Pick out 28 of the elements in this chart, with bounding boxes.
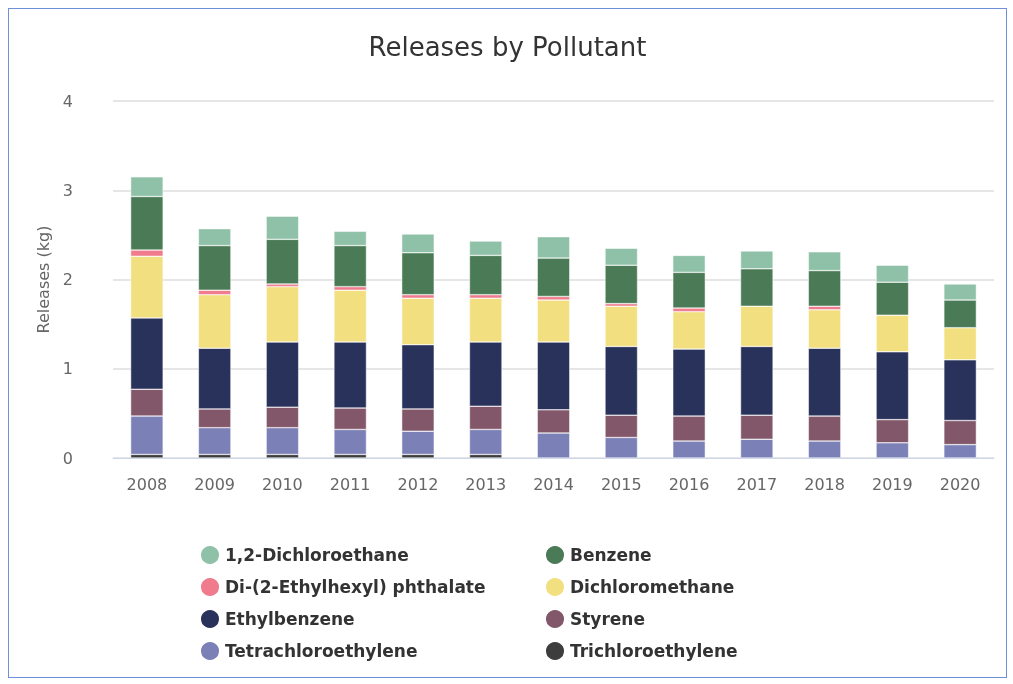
y-tick-label: 1 <box>62 359 73 379</box>
legend-label: Tetrachloroethylene <box>225 641 418 661</box>
legend-label: 1,2-Dichloroethane <box>225 545 409 565</box>
x-tick-label: 2015 <box>600 474 642 494</box>
x-tick-label: 2019 <box>871 474 913 494</box>
x-tick-label: 2010 <box>262 474 303 494</box>
x-tick-label: 2018 <box>804 474 845 494</box>
x-tick-label: 2008 <box>126 474 168 494</box>
x-tick-label: 2011 <box>329 474 371 494</box>
x-tick-label: 2017 <box>736 474 778 494</box>
x-tick-label: 2009 <box>194 474 236 494</box>
legend-label: Ethylbenzene <box>225 609 355 629</box>
y-tick-label: 0 <box>62 448 73 468</box>
y-tick-label: 4 <box>62 91 73 111</box>
legend-label: Trichloroethylene <box>570 641 738 661</box>
x-tick-label: 2012 <box>397 474 439 494</box>
legend-label: Benzene <box>570 545 652 565</box>
legend-label: Di-(2-Ethylhexyl) phthalate <box>225 577 486 597</box>
legend-label: Dichloromethane <box>570 577 735 597</box>
chart-title: Releases by Pollutant <box>368 32 647 62</box>
x-tick-label: 2013 <box>465 474 507 494</box>
x-tick-label: 2016 <box>668 474 710 494</box>
legend-label: Styrene <box>570 609 645 629</box>
y-tick-label: 2 <box>62 270 73 289</box>
x-tick-label: 2020 <box>939 474 981 494</box>
y-tick-label: 3 <box>62 180 73 200</box>
y-axis-title: Releases (kg) <box>34 225 54 334</box>
x-tick-label: 2014 <box>533 474 574 494</box>
